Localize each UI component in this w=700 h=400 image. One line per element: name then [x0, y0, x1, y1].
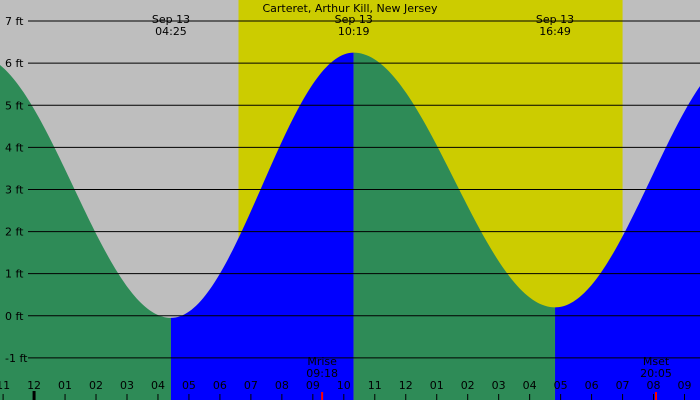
x-tick-label: 11 — [0, 379, 10, 392]
x-tick-label: 07 — [244, 379, 258, 392]
x-tick-label: 06 — [213, 379, 227, 392]
moon-event-time: 20:05 — [640, 367, 672, 380]
x-tick-label: 12 — [27, 379, 41, 392]
x-tick-label: 08 — [647, 379, 661, 392]
tide-date-label: Sep 13 — [152, 13, 190, 26]
moon-event-time: 09:18 — [306, 367, 338, 380]
tide-time-label: 10:19 — [338, 25, 370, 38]
y-tick-label: 4 ft — [5, 141, 24, 154]
x-tick-label: 09 — [678, 379, 692, 392]
falling-tide-area — [353, 52, 556, 400]
gridline-layer — [28, 20, 700, 359]
x-tick-label: 07 — [616, 379, 630, 392]
x-tick-label: 09 — [306, 379, 320, 392]
y-tick-label: 6 ft — [5, 57, 24, 70]
x-tick-label: 06 — [585, 379, 599, 392]
y-tick-label: 3 ft — [5, 183, 24, 196]
x-tick-label: 10 — [337, 379, 351, 392]
x-tick-label: 02 — [461, 379, 475, 392]
tide-time-label: 04:25 — [155, 25, 187, 38]
y-tick-label: 5 ft — [5, 99, 24, 112]
x-tick-label: 01 — [430, 379, 444, 392]
x-tick-label: 05 — [182, 379, 196, 392]
moon-event-label: Mrise — [307, 355, 337, 368]
x-tick-label: 01 — [58, 379, 72, 392]
y-tick-label: 0 ft — [5, 310, 24, 323]
x-tick-label: 02 — [89, 379, 103, 392]
x-tick-label: 08 — [275, 379, 289, 392]
x-tick-label: 04 — [151, 379, 165, 392]
tide-date-label: Sep 13 — [335, 13, 373, 26]
chart-title: Carteret, Arthur Kill, New Jersey — [262, 2, 438, 15]
y-tick-label: 1 ft — [5, 268, 24, 281]
moon-event-label: Mset — [643, 355, 670, 368]
x-tick-label: 12 — [399, 379, 413, 392]
x-tick-label: 03 — [492, 379, 506, 392]
tide-date-label: Sep 13 — [536, 13, 574, 26]
y-tick-label: -1 ft — [5, 352, 28, 365]
x-tick-label: 04 — [523, 379, 537, 392]
x-axis-labels: 11 12 01 02 03 04 05 06 07 08 09 10 11 12 01 02 03 04 05 06… — [0, 379, 692, 400]
tide-time-label: 16:49 — [539, 25, 571, 38]
x-tick-label: 03 — [120, 379, 134, 392]
x-tick-label: 05 — [554, 379, 568, 392]
rising-tide-area — [170, 52, 354, 400]
y-tick-label: 2 ft — [5, 226, 24, 239]
y-tick-label: 7 ft — [5, 15, 24, 28]
rising-tide-area — [555, 86, 700, 400]
y-axis-labels: -1 ft 0 ft 1 ft 2 ft 3 ft 4 ft 5 ft 6 ft 7 ft — [5, 15, 28, 365]
x-tick-label: 11 — [368, 379, 382, 392]
tide-area-layer — [0, 52, 700, 400]
